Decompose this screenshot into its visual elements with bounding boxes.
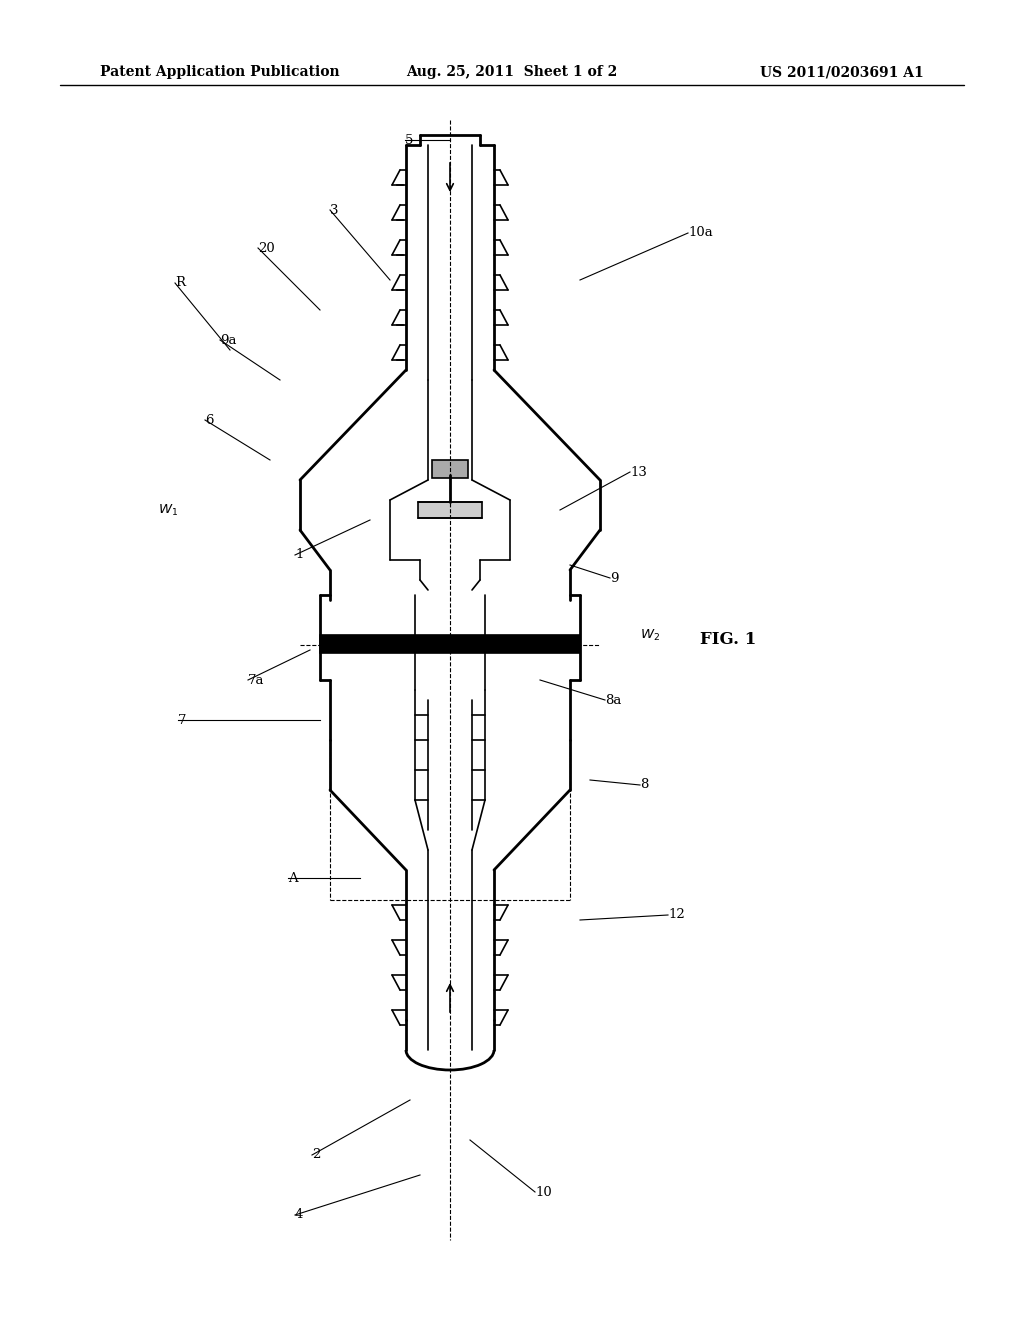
Text: 4: 4 <box>295 1209 303 1221</box>
Text: 8: 8 <box>640 779 648 792</box>
Text: 8a: 8a <box>605 693 622 706</box>
Text: Aug. 25, 2011  Sheet 1 of 2: Aug. 25, 2011 Sheet 1 of 2 <box>407 65 617 79</box>
Text: FIG. 1: FIG. 1 <box>700 631 757 648</box>
Text: US 2011/0203691 A1: US 2011/0203691 A1 <box>760 65 924 79</box>
Text: 5: 5 <box>406 133 414 147</box>
Text: 3: 3 <box>330 203 339 216</box>
Bar <box>418 502 482 517</box>
Bar <box>432 459 468 478</box>
Text: R: R <box>175 276 185 289</box>
Bar <box>319 635 580 653</box>
Text: $W_2$: $W_2$ <box>640 627 660 643</box>
Text: 9: 9 <box>610 572 618 585</box>
Text: A: A <box>288 871 298 884</box>
Text: 13: 13 <box>630 466 647 479</box>
Text: 10: 10 <box>535 1185 552 1199</box>
Text: 7: 7 <box>178 714 186 726</box>
Text: 1: 1 <box>295 549 303 561</box>
Text: 2: 2 <box>312 1148 321 1162</box>
Text: 20: 20 <box>258 242 274 255</box>
Text: 9a: 9a <box>220 334 237 346</box>
Text: 6: 6 <box>205 413 213 426</box>
Text: 7a: 7a <box>248 673 264 686</box>
Text: $W_1$: $W_1$ <box>158 503 178 517</box>
Text: 12: 12 <box>668 908 685 921</box>
Text: 10a: 10a <box>688 227 713 239</box>
Text: Patent Application Publication: Patent Application Publication <box>100 65 340 79</box>
